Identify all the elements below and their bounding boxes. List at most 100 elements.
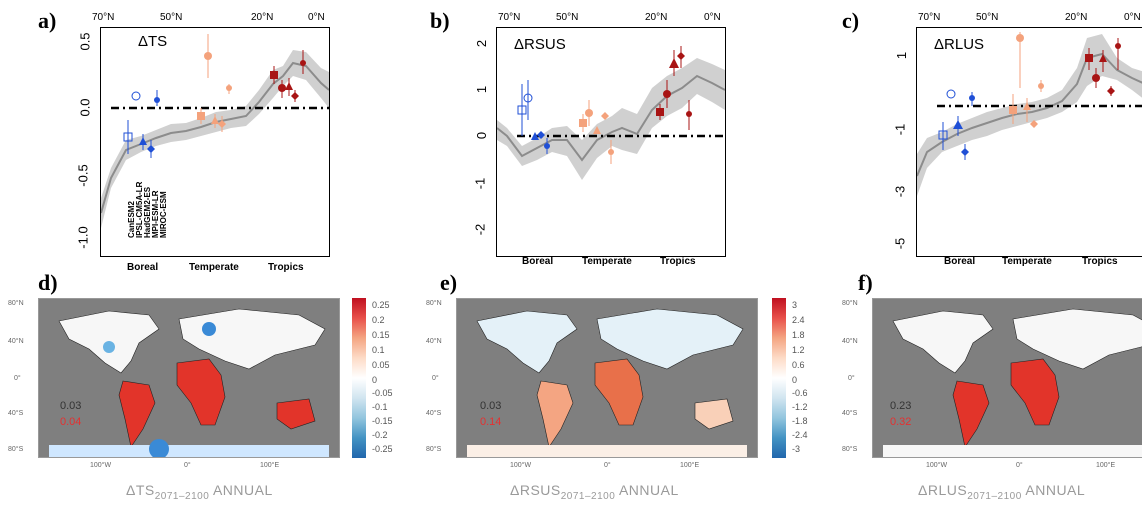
panel-e: e) 80°N 40°N 0° 40°S 80°S 0.03 0.14 100°… [420,270,840,510]
temperate-markers [579,100,614,164]
map-lat-label: 40°N [8,338,24,345]
caption-var: ΔRLUS [918,482,968,498]
world-map [467,308,747,457]
region-label: Boreal [522,256,554,267]
y-tick: -5 [892,237,908,250]
colorbar-tick: 2.4 [792,315,805,325]
marker [1115,43,1121,49]
marker [608,149,614,155]
plot-area [100,27,330,257]
temperate-markers [1009,32,1044,128]
colorbar-tick: -0.25 [372,444,393,454]
marker [531,132,539,140]
lat-tick: 50°N [160,12,183,23]
cool-patch [202,322,216,336]
colorbar-tick: 0.1 [372,345,385,355]
caption-period: 2071–2100 [560,490,616,502]
marker [686,111,692,117]
boreal-markers [938,89,975,160]
south-america [536,380,574,448]
marker [139,137,147,145]
tropics-markers [270,50,306,102]
panel-label: a) [38,8,57,33]
map-lat-label: 80°S [8,446,24,453]
africa [1010,358,1060,426]
africa [594,358,644,426]
uncertainty-band [497,58,725,180]
uncertainty-band [101,50,329,228]
marker [1038,83,1044,89]
y-tick: -1 [472,177,488,190]
map-caption: ΔRLUS2071–2100 ANNUAL [918,482,1085,502]
region-label: Temperate [582,256,632,267]
y-tick: -2 [472,223,488,236]
y-tick: -3 [892,185,908,198]
marker [517,105,527,115]
marker [211,116,219,124]
colorbar-tick: -0.2 [372,430,388,440]
marker [204,52,212,60]
boreal-markers [517,80,550,154]
marker [278,84,286,92]
y-tick: 0.5 [77,32,93,51]
y-tick: 0.0 [77,98,93,117]
plot-area [916,27,1142,257]
plot-area [496,27,726,257]
region-label: Temperate [1002,256,1052,267]
map-lat-label: 80°S [842,446,858,453]
marker [197,112,205,120]
colorbar-tick: -1.2 [792,402,808,412]
caption-period: 2071–2100 [154,490,210,502]
world-map [883,308,1142,457]
marker [1030,120,1038,128]
region-label: Tropics [268,262,304,273]
marker [131,91,141,101]
colorbar-tick: -0.6 [792,388,808,398]
australia [694,398,734,430]
mean-line [101,61,329,214]
boreal-markers [123,90,160,158]
tropics-markers [1085,38,1121,96]
colorbar [772,298,786,458]
antarctica [49,445,329,457]
map-lat-label: 40°N [426,338,442,345]
map-lat-label: 40°N [842,338,858,345]
global-mean-red: 0.32 [890,416,912,428]
colorbar [352,298,366,458]
caption-var: ΔRSUS [510,482,561,498]
map-lat-label: 80°N [842,300,858,307]
lat-tick: 50°N [976,12,999,23]
marker [579,119,587,127]
marker [523,93,533,103]
colorbar-tick: -2.4 [792,430,808,440]
map-lat-label: 40°S [426,410,442,417]
map-area [456,298,758,458]
y-tick: 1 [474,85,490,94]
eurasia [596,308,744,370]
map-lat-label: 0° [848,375,855,382]
mean-line [497,74,725,162]
y-tick: 1 [894,51,910,60]
map-lon-label: 0° [184,462,191,469]
lat-tick: 70°N [498,12,521,23]
antarctica [467,445,747,457]
marker [656,108,664,116]
marker [1099,54,1107,62]
map-caption: ΔTS2071–2100 ANNUAL [126,482,273,502]
panel-label: f) [858,270,873,295]
temperate-markers [197,34,232,132]
caption-var: ΔTS [126,482,155,498]
model-list: CanESM2 IPSL-CM5A-LR HadGEM2-ES MPI-ESM-… [127,182,168,238]
south-america [952,380,990,448]
global-mean-black: 0.23 [890,400,912,412]
marker [938,130,948,140]
global-mean-red: 0.04 [60,416,82,428]
map-area [38,298,340,459]
marker [1085,54,1093,62]
region-label: Tropics [660,256,696,267]
marker [946,89,956,99]
map-lon-label: 100°E [1096,462,1116,469]
marker [953,120,963,129]
lat-tick: 0°N [1124,12,1141,23]
marker [544,143,550,149]
